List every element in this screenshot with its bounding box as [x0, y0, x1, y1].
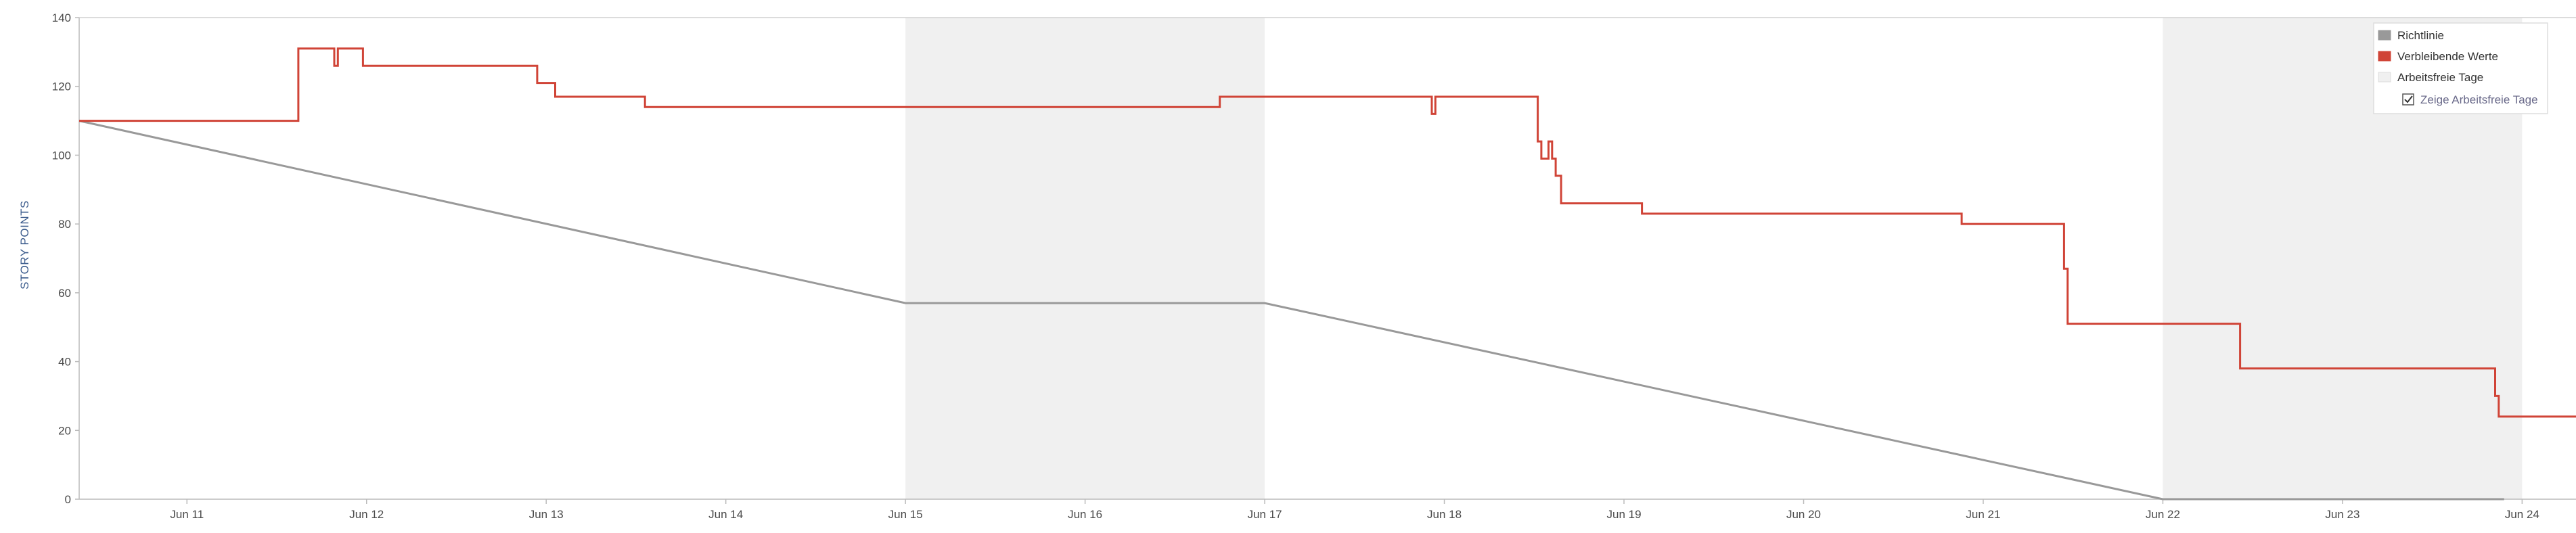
- y-tick-label: 100: [52, 149, 71, 162]
- legend: Richtlinie Verbleibende Werte Arbeitsfreie…: [2373, 22, 2548, 114]
- check-icon: [2404, 95, 2413, 103]
- y-tick-label: 80: [58, 218, 71, 231]
- x-tick-label: Jun 13: [529, 508, 564, 521]
- guideline-line: [78, 120, 2504, 501]
- x-tick-label: Jun 23: [2325, 508, 2359, 521]
- legend-swatch: [2378, 30, 2391, 41]
- y-axis-title: STORY POINTS: [18, 200, 31, 289]
- checkbox-label: Zeige Arbeitsfreie Tage: [2420, 93, 2538, 106]
- x-tick-label: Jun 19: [1606, 508, 1641, 521]
- legend-label[interactable]: Arbeitsfreie Tage: [2397, 71, 2483, 84]
- legend-swatch: [2378, 51, 2391, 62]
- x-tick-label: Jun 12: [349, 508, 384, 521]
- y-tick-label: 120: [52, 80, 71, 93]
- legend-swatch: [2378, 72, 2391, 83]
- legend-label[interactable]: Richtlinie: [2397, 29, 2444, 42]
- checkbox[interactable]: [2402, 93, 2414, 106]
- x-tick-label: Jun 14: [708, 508, 743, 521]
- y-tick-label: 40: [58, 356, 71, 369]
- x-tick-label: Jun 21: [1966, 508, 2000, 521]
- x-tick-label: Jun 24: [2505, 508, 2539, 521]
- x-tick-label: Jun 20: [1786, 508, 1821, 521]
- y-tick-label: 20: [58, 424, 71, 437]
- x-tick-label: Jun 17: [1248, 508, 1282, 521]
- x-tick-label: Jun 11: [170, 508, 204, 521]
- y-tick-label: 0: [65, 493, 71, 506]
- y-tick-label: 140: [52, 11, 71, 24]
- y-tick-label: 60: [58, 287, 71, 300]
- x-tick-label: Jun 16: [1068, 508, 1102, 521]
- remaining-values-line: [79, 47, 2576, 418]
- x-tick-label: Jun 15: [888, 508, 923, 521]
- x-tick-label: Jun 22: [2146, 508, 2180, 521]
- non-working-days-band: [905, 18, 1265, 499]
- show-non-working-days-toggle[interactable]: Zeige Arbeitsfreie Tage: [2402, 93, 2538, 106]
- x-tick-label: Jun 18: [1427, 508, 1462, 521]
- legend-label[interactable]: Verbleibende Werte: [2397, 50, 2498, 63]
